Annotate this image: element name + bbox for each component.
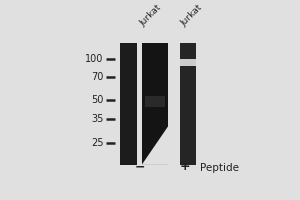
Bar [181,43,196,165]
Text: 25: 25 [91,138,104,148]
Text: 35: 35 [92,114,104,124]
Bar [142,43,168,165]
Text: Peptide: Peptide [200,163,239,173]
Text: 100: 100 [85,54,104,64]
Text: Jurkat: Jurkat [179,3,204,28]
Bar [145,96,165,107]
Text: +: + [180,160,190,173]
Text: 50: 50 [92,95,104,105]
Text: 70: 70 [92,72,104,82]
Text: Jurkat: Jurkat [138,3,163,28]
Polygon shape [142,122,171,165]
Bar [181,59,196,66]
Text: −: − [135,160,145,173]
Bar [120,43,137,165]
